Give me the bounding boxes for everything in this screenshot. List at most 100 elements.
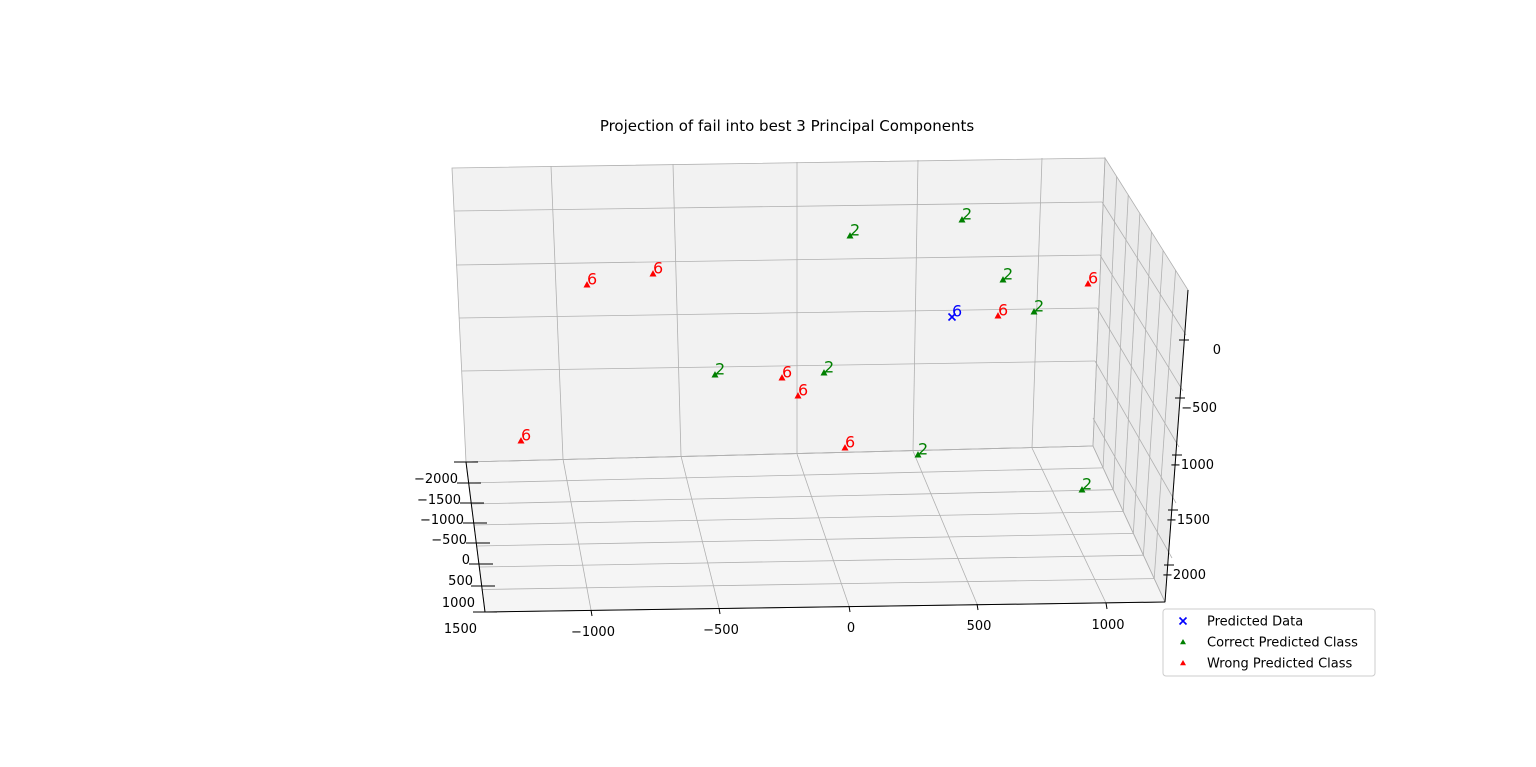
- z-axis-ticks: 0 −500 −1000 −1500 −2000: [1162, 339, 1221, 583]
- grid-line-y-floor: [468, 467, 1104, 484]
- data-point: 6: [947, 302, 962, 322]
- legend-box: [1162, 608, 1376, 677]
- x-tick-label: 0: [847, 621, 855, 636]
- grid-line-z-right: [1101, 201, 1187, 336]
- grid-line-y-floor: [473, 511, 1124, 526]
- y-tick-label: 0: [462, 553, 470, 568]
- grid-line-z-right: [1099, 254, 1184, 392]
- triangle-marker: [846, 232, 854, 239]
- floor-pane: [466, 446, 1165, 612]
- z-tick-label: −1000: [1170, 458, 1214, 473]
- data-point: 2: [820, 358, 834, 377]
- triangle-marker: [711, 371, 719, 378]
- point-label: 2: [850, 221, 860, 240]
- grid-line-x-floor: [1031, 447, 1107, 604]
- point-label: 2: [1082, 475, 1092, 494]
- grid-line-x-back: [912, 159, 919, 452]
- chart-title: Projection of fail into best 3 Principal…: [600, 117, 975, 135]
- legend-label: Wrong Predicted Class: [1207, 657, 1352, 672]
- axis-lines: [465, 289, 1189, 613]
- x-tick-label: −1000: [571, 625, 615, 640]
- triangle-marker: [778, 374, 786, 381]
- grid-line-y-right: [1143, 250, 1164, 556]
- gridlines: [451, 156, 1189, 613]
- grid-line-z-back: [455, 254, 1101, 266]
- data-point: 6: [841, 433, 855, 452]
- point-label: 6: [521, 426, 531, 445]
- x-tick-mark: [590, 609, 593, 617]
- point-label: 6: [782, 363, 792, 382]
- y-tick-label: −1500: [417, 493, 461, 508]
- z-tick-label: −1500: [1166, 513, 1210, 528]
- point-label: 6: [587, 270, 597, 289]
- point-label: 6: [845, 433, 855, 452]
- point-label: 6: [998, 301, 1008, 320]
- legend-label: Predicted Data: [1207, 615, 1303, 630]
- data-point: 6: [1084, 269, 1098, 288]
- data-point: 2: [1030, 297, 1044, 316]
- x-tick-label: 1000: [1091, 618, 1124, 633]
- x-tick-label: −500: [703, 623, 739, 638]
- data-point: 6: [517, 426, 531, 445]
- point-label: 2: [1003, 265, 1013, 284]
- data-point: 2: [1078, 475, 1092, 494]
- z-tick-label: 0: [1213, 343, 1221, 358]
- triangle-marker: [1084, 280, 1092, 287]
- y-axis-ticks: −2000 −1500 −1000 −500 0 500 1000 1500: [414, 461, 497, 637]
- grid-line-x-back: [672, 163, 682, 457]
- point-label: 2: [962, 205, 972, 224]
- data-point: 6: [649, 259, 663, 278]
- point-label: 2: [918, 440, 928, 459]
- back-pane: [452, 158, 1105, 462]
- point-label: 6: [653, 259, 663, 278]
- triangle-marker: [649, 270, 657, 277]
- triangle-marker: [1078, 486, 1086, 493]
- triangle-marker: [820, 369, 828, 376]
- x-axis-line: [484, 601, 1166, 613]
- grid-line-y-floor: [471, 489, 1114, 505]
- triangle-marker: [994, 312, 1002, 319]
- grid-line-x-back: [550, 165, 564, 460]
- data-point: 6: [994, 301, 1008, 320]
- grid-line-z-back: [453, 201, 1103, 212]
- grid-line-y-right: [1132, 231, 1152, 534]
- point-label: 2: [1034, 297, 1044, 316]
- triangle-marker: [841, 444, 849, 451]
- axes-panes: [452, 158, 1188, 612]
- grid-line-z-right: [1096, 307, 1180, 448]
- triangle-marker: [999, 276, 1007, 283]
- legend-entry: Wrong Predicted Class: [1180, 657, 1352, 672]
- z-tick-label: −500: [1181, 401, 1217, 416]
- grid-line-y-floor: [479, 554, 1144, 568]
- data-point: 2: [711, 360, 725, 379]
- legend-triangle-marker: [1180, 639, 1186, 645]
- grid-line-x-floor: [680, 455, 720, 609]
- y-tick-label: 1000: [442, 596, 475, 611]
- y-tick-label: −1000: [420, 513, 464, 528]
- y-tick-label: −500: [431, 533, 467, 548]
- grid-line-z-back: [458, 307, 1098, 319]
- grid-line-x-floor: [796, 453, 850, 607]
- data-point: 2: [846, 221, 860, 240]
- triangle-marker: [517, 437, 525, 444]
- y-tick-label: −2000: [414, 472, 458, 487]
- z-axis-line: [1164, 289, 1189, 603]
- legend-label: Correct Predicted Class: [1207, 636, 1358, 651]
- x-tick-mark: [976, 603, 979, 611]
- x-axis-ticks: −1000 −500 0 500 1000: [571, 602, 1125, 640]
- x-tick-mark: [1105, 602, 1108, 610]
- x-tick-mark: [718, 607, 721, 615]
- grid-line-y-floor: [482, 578, 1155, 590]
- y-tick-label: 1500: [444, 622, 477, 637]
- legend-entry: Correct Predicted Class: [1180, 636, 1358, 651]
- triangle-marker: [794, 392, 802, 399]
- data-point: 6: [778, 363, 792, 382]
- point-label: 6: [1088, 269, 1098, 288]
- point-label: 2: [715, 360, 725, 379]
- grid-line-y-right: [1153, 270, 1176, 579]
- y-tick-label: 500: [448, 574, 473, 589]
- triangle-marker: [958, 216, 966, 223]
- x-marker: [947, 312, 957, 322]
- grid-line-y-floor: [476, 532, 1134, 547]
